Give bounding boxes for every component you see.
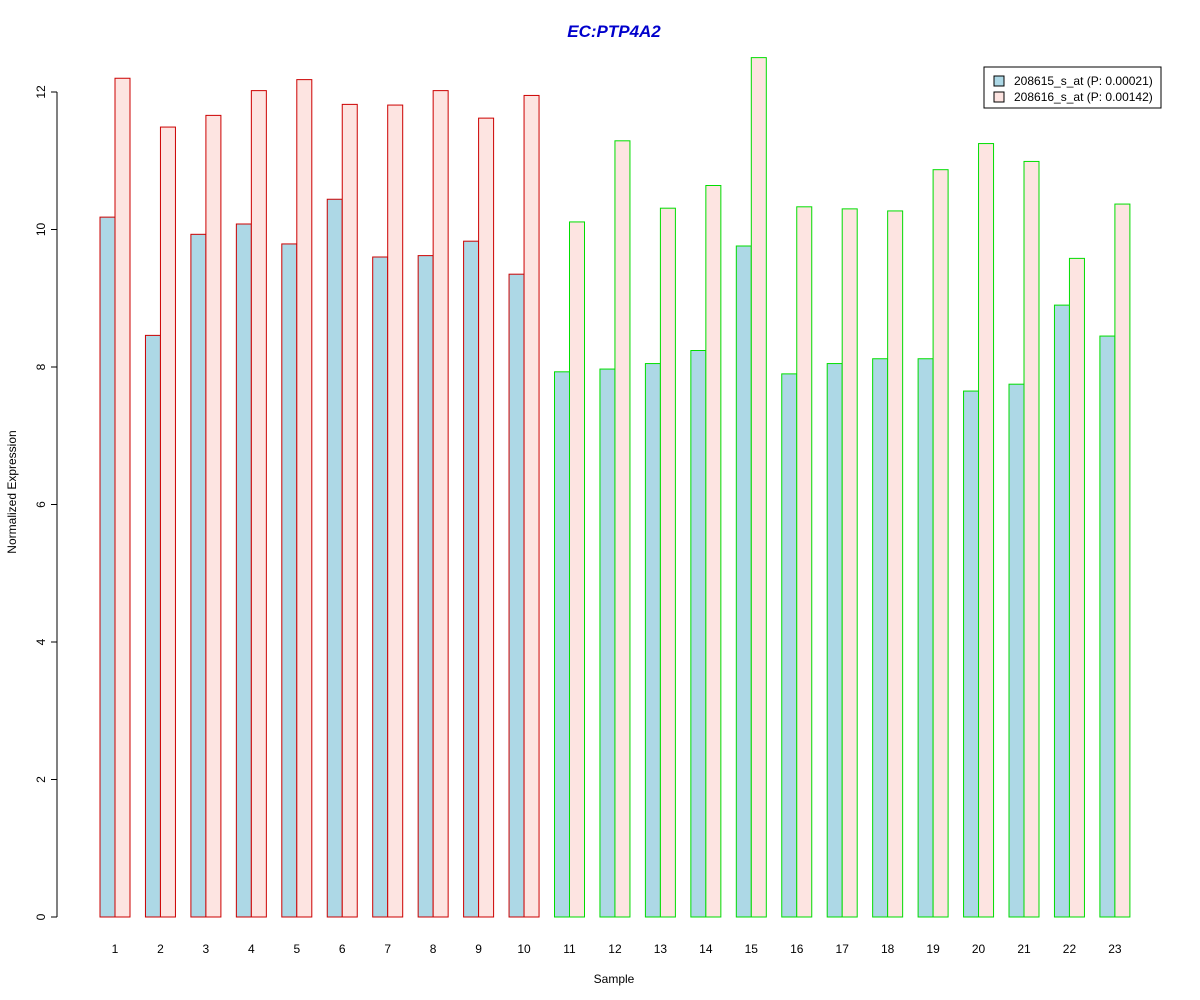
bar-series1-sample-2 (144, 334, 161, 918)
bar-series1-sample-9 (463, 240, 480, 918)
bar-series1-sample-22 (1053, 304, 1070, 918)
bar-series2-sample-12 (614, 140, 631, 918)
bar-series2-sample-22 (1068, 257, 1085, 918)
x-tick-label: 6 (339, 942, 346, 956)
bars (99, 57, 1131, 918)
legend-swatch (993, 91, 1005, 103)
y-axis-label: Normalized Expression (5, 430, 19, 553)
x-tick-label: 4 (248, 942, 255, 956)
bar-series1-sample-5 (281, 243, 298, 918)
bar-series2-sample-6 (341, 103, 358, 918)
x-tick-label: 17 (836, 942, 850, 956)
bar-series1-sample-7 (372, 256, 389, 918)
y-tick-label: 4 (34, 638, 48, 645)
y-tick-label: 10 (34, 223, 48, 237)
bar-series1-sample-17 (826, 363, 843, 918)
bar-series2-sample-14 (705, 185, 722, 918)
x-tick-label: 1 (112, 942, 119, 956)
bar-series2-sample-13 (659, 207, 676, 918)
chart-title: EC:PTP4A2 (567, 22, 661, 41)
x-tick-label: 14 (699, 942, 713, 956)
legend-label: 208616_s_at (P: 0.00142) (1014, 90, 1153, 104)
bar-series2-sample-10 (523, 94, 540, 918)
bar-series2-sample-23 (1114, 203, 1131, 918)
bar-series2-sample-8 (432, 90, 449, 918)
x-tick-label: 18 (881, 942, 895, 956)
x-tick-label: 3 (203, 942, 210, 956)
legend-box (983, 66, 1162, 109)
bar-series1-sample-1 (99, 216, 116, 918)
x-tick-label: 2 (157, 942, 164, 956)
bar-series2-sample-16 (796, 206, 813, 918)
bar-series2-sample-19 (932, 169, 949, 918)
bar-series2-sample-3 (205, 114, 222, 918)
x-tick-label: 10 (517, 942, 531, 956)
x-tick-label: 12 (608, 942, 622, 956)
bar-series1-sample-14 (690, 350, 707, 918)
bar-series1-sample-6 (326, 198, 343, 918)
x-tick-label: 9 (475, 942, 482, 956)
bar-series1-sample-21 (1008, 383, 1025, 918)
bar-series1-sample-23 (1099, 335, 1116, 918)
x-tick-label: 7 (384, 942, 391, 956)
legend-swatch (993, 75, 1005, 87)
bar-series1-sample-4 (235, 223, 252, 918)
bar-series2-sample-1 (114, 77, 131, 918)
x-tick-label: 15 (745, 942, 759, 956)
bar-series2-sample-7 (387, 104, 404, 918)
y-tick-label: 12 (34, 85, 48, 99)
y-tick-label: 2 (34, 776, 48, 783)
y-tick-label: 8 (34, 363, 48, 370)
x-tick-label: 21 (1017, 942, 1031, 956)
y-tick-label: 0 (34, 913, 48, 920)
bar-series2-sample-20 (978, 143, 995, 918)
legend-label: 208615_s_at (P: 0.00021) (1014, 74, 1153, 88)
bar-series1-sample-12 (599, 368, 616, 918)
x-tick-labels: 1 2 3 4 5 6 7 8 9 10 11 12 13 14 15 16 17 18 19 20 21 22 23 (112, 942, 1122, 956)
y-axis: 0 2 4 6 8 10 12 (34, 85, 58, 920)
bar-series2-sample-15 (750, 57, 767, 918)
bar-series1-sample-19 (917, 358, 934, 918)
bar-series2-sample-18 (887, 210, 904, 918)
bar-series1-sample-13 (644, 363, 661, 918)
legend: 208615_s_at (P: 0.00021) 208616_s_at (P: … (983, 66, 1162, 109)
bar-series2-sample-2 (159, 126, 176, 918)
bar-series1-sample-16 (781, 373, 798, 918)
y-tick-label: 6 (34, 501, 48, 508)
bar-series2-sample-11 (569, 221, 585, 918)
bar-series1-sample-18 (872, 358, 889, 918)
x-tick-label: 8 (430, 942, 437, 956)
x-tick-label: 19 (926, 942, 940, 956)
x-tick-label: 11 (563, 942, 576, 956)
bar-series2-sample-9 (478, 117, 495, 918)
bar-series2-sample-17 (841, 208, 858, 918)
x-tick-label: 23 (1108, 942, 1122, 956)
bar-series2-sample-4 (250, 90, 267, 918)
bar-series2-sample-21 (1023, 160, 1040, 918)
x-tick-label: 5 (293, 942, 300, 956)
bar-series1-sample-11 (554, 371, 570, 918)
bar-series1-sample-8 (417, 255, 434, 918)
x-tick-label: 22 (1063, 942, 1077, 956)
bar-series1-sample-3 (190, 233, 207, 918)
x-tick-label: 16 (790, 942, 804, 956)
bar-series2-sample-5 (296, 79, 313, 918)
x-axis-label: Sample (594, 972, 635, 986)
x-tick-label: 20 (972, 942, 986, 956)
bar-series1-sample-20 (963, 390, 980, 918)
bar-series1-sample-10 (508, 273, 525, 918)
bar-series1-sample-15 (735, 245, 752, 918)
x-tick-label: 13 (654, 942, 668, 956)
